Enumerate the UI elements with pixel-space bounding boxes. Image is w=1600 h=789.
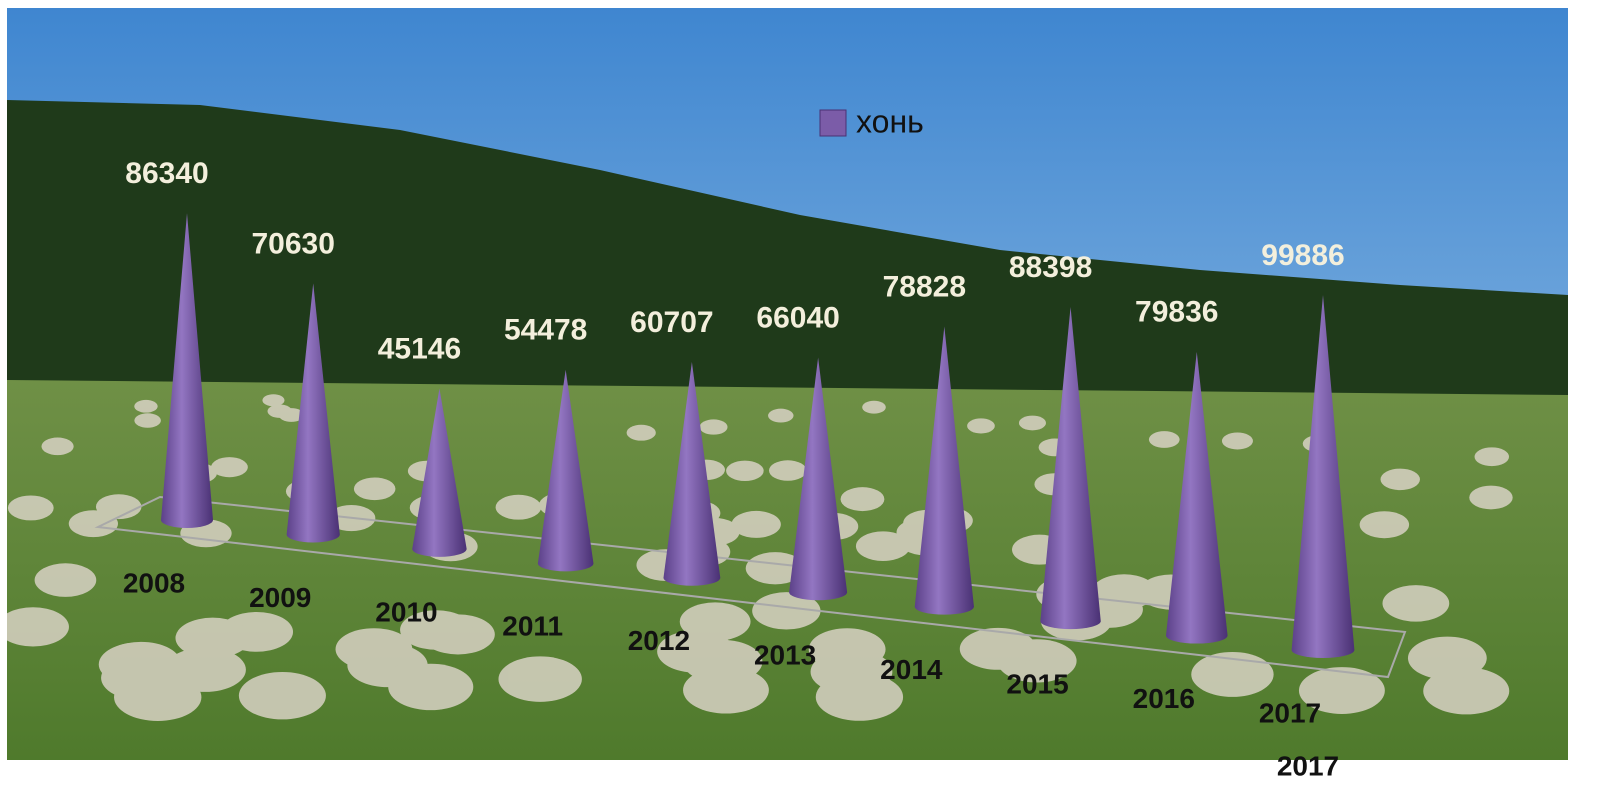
sheep [1408,637,1487,680]
caption: 2017 [1277,750,1339,781]
sheep [35,563,97,597]
sheep [388,664,473,710]
x-tick-label: 2009 [249,582,311,613]
value-label: 88398 [1009,251,1092,284]
value-label: 60707 [630,306,713,339]
x-tick-label: 2017 [1259,697,1321,728]
value-label: 54478 [504,314,587,347]
sheep [862,401,886,414]
legend-swatch [820,110,846,136]
sheep [134,400,157,413]
sheep [262,394,284,406]
x-tick-label: 2010 [375,596,437,627]
sheep [769,460,807,480]
sheep [700,419,728,434]
sheep [731,511,780,538]
x-tick-label: 2011 [502,611,563,642]
x-tick-label: 2014 [880,654,943,685]
value-label: 86340 [125,157,208,190]
sheep [165,648,246,692]
value-label: 99886 [1261,239,1344,272]
sheep [498,656,581,701]
sheep [1360,511,1409,538]
sheep [1019,416,1046,431]
sheep [96,494,141,519]
sheep [1222,433,1253,450]
sheep [1149,431,1180,448]
sheep [8,495,54,520]
value-label: 66040 [756,301,839,334]
sheep [0,607,69,646]
sheep [627,425,656,441]
sheep [1475,447,1509,466]
sheep [41,438,73,456]
x-tick-label: 2016 [1133,683,1195,714]
x-tick-label: 2008 [123,567,185,598]
sheep [1381,469,1420,491]
sheep [211,457,248,477]
value-label: 79836 [1135,296,1218,329]
legend-label: хонь [856,103,924,139]
sheep [496,495,542,520]
sheep [680,602,751,641]
value-label: 78828 [883,270,966,303]
sheep [239,672,326,719]
sheep [134,413,161,427]
sheep [726,461,764,481]
value-label: 45146 [378,332,461,365]
page: хонь 2017 86340 2008 70630 2009 45146 2010 544… [0,0,1600,784]
x-tick-label: 2013 [754,640,816,671]
x-tick-label: 2015 [1006,669,1068,700]
x-tick-label: 2012 [628,625,690,656]
sheep [683,667,769,714]
sheep [1382,585,1449,621]
sheep [1469,486,1512,510]
sheep [336,628,413,670]
sheep [768,409,793,423]
sheep [841,487,885,511]
sheep [268,405,292,418]
sheep [967,418,995,433]
value-label: 70630 [252,227,335,260]
sheep [354,477,396,500]
chart: хонь 2017 86340 2008 70630 2009 45146 2010 544… [0,0,1600,784]
